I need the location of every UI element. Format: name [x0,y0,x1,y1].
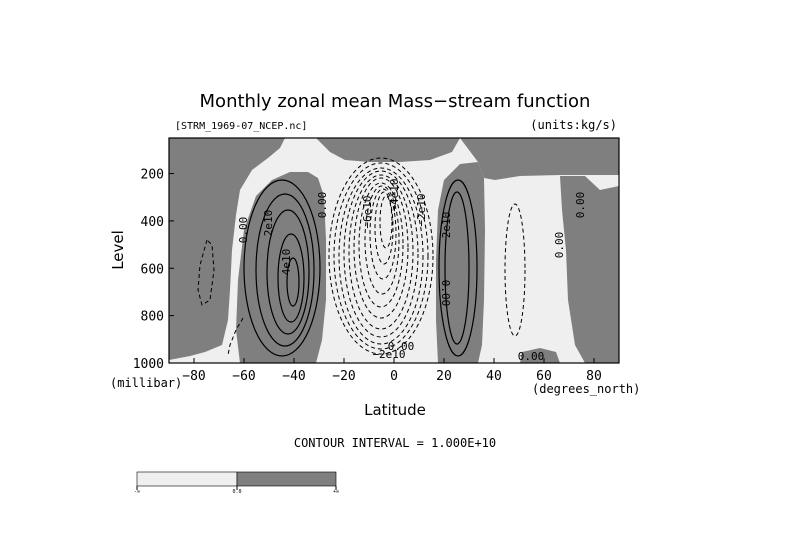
positive-region-east [560,176,619,363]
positive-region-top-left [169,138,285,360]
colorbar-label: +∞ [333,489,339,495]
colorbar-negative [136,471,238,487]
positive-region-northern-cell [436,162,485,363]
y-axis: 200 400 600 800 1000 [133,168,174,372]
northern-cell-contours [438,179,478,357]
x-unit-label: (degrees_north) [532,382,640,396]
contour-label: 0.00 [388,340,415,353]
contour-label: −2e10 [372,348,405,361]
northern-negative-contours [197,203,526,356]
x-tick-label: −20 [332,369,355,384]
x-tick-label: 80 [586,369,602,384]
contour-label: −6e10 [361,195,374,228]
x-tick-label: −40 [282,369,305,384]
x-tick-label: −60 [232,369,255,384]
contour-field: 0.00 2e10 4e10 0.00 −6e10 −4e10 −2e10 2e… [169,138,633,363]
contour-label: −2e10 [415,193,428,226]
contour-label: 0.00 [316,192,329,219]
contour-label: 0.00 [553,232,566,259]
positive-region-top-right [460,138,619,180]
chart-title: Monthly zonal mean Mass−stream function [200,91,591,112]
southern-cell-contours [243,179,321,357]
contour-label-group: 0.00 2e10 4e10 0.00 −6e10 −4e10 −2e10 2e… [237,178,633,363]
y-tick-label: 600 [141,262,164,277]
contour-interval-text: CONTOUR INTERVAL = 1.000E+10 [294,436,496,450]
contour-label: −4e10 [388,178,401,211]
x-tick-label: 40 [486,369,502,384]
x-tick-label: 0 [390,369,398,384]
contour-label: 0.00 [237,217,250,244]
colorbar-positive [236,471,337,487]
hadley-cell-contours [328,157,434,355]
contour-label: 0.00 [574,192,587,219]
x-tick-label: 60 [536,369,552,384]
x-axis-title: Latitude [364,401,426,419]
y-tick-label: 400 [141,215,164,230]
chart-subtitle-left: [STRM_1969-07_NCEP.nc] [175,121,307,132]
positive-region-top-middle [316,138,460,162]
positive-region-bottom [520,348,560,363]
contour-label: 2e10 [440,212,453,239]
colorbar-label: 0.0 [232,489,241,495]
contour-label: 0.00 [439,280,452,307]
chart-subtitle-right: (units:kg/s) [530,118,617,132]
x-tick-label: 20 [436,369,452,384]
y-tick-label: 800 [141,310,164,325]
colorbar: -∞ 0.0 +∞ [134,471,339,495]
contour-label: 4e10 [280,249,293,276]
x-tick-label: −80 [182,369,205,384]
y-axis-title: Level [109,230,127,270]
contour-label: 2e10 [262,210,275,237]
contour-label: 0.00 [518,350,545,363]
contour-label: 0.00 [620,195,633,222]
x-axis: −80 −60 −40 −20 0 20 40 60 80 [182,358,602,384]
y-tick-label: 1000 [133,357,164,372]
colorbar-label: -∞ [134,489,140,495]
y-unit-label: (millibar) [110,376,182,390]
y-tick-label: 200 [141,168,164,183]
